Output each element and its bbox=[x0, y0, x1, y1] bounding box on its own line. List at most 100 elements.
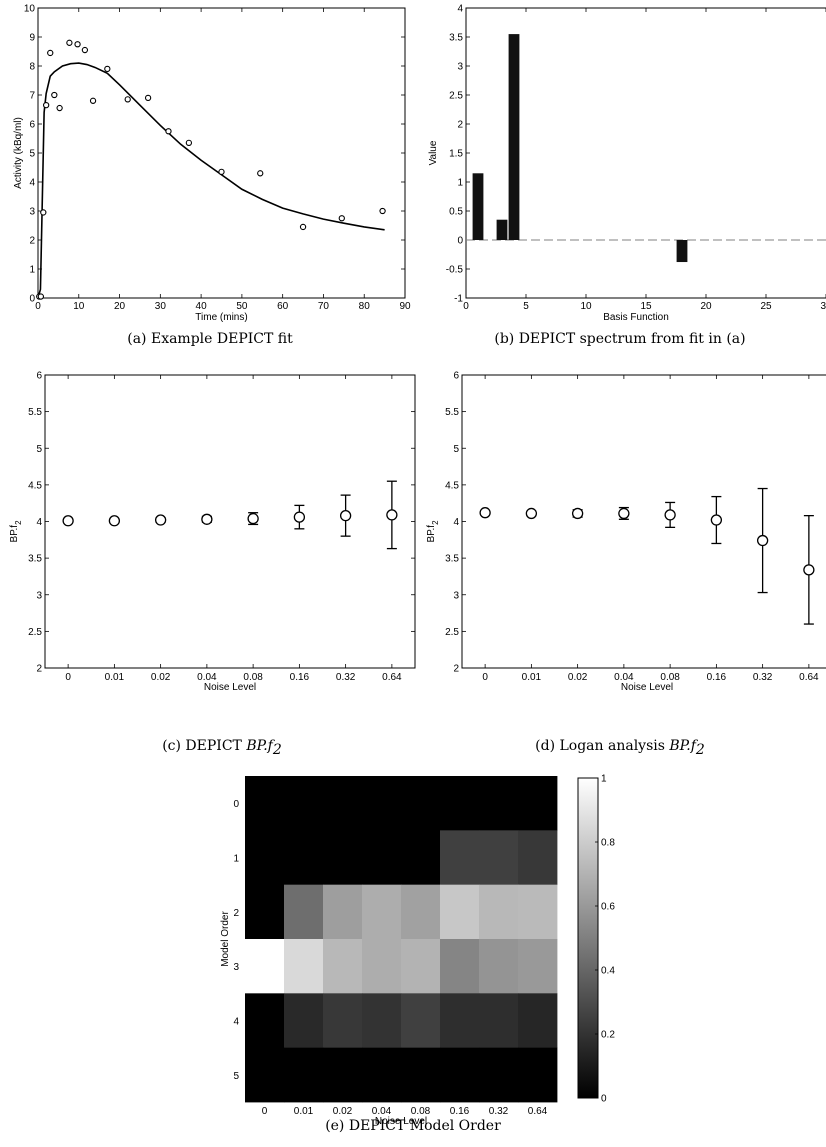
x-tick-label: 5 bbox=[523, 301, 529, 312]
heatmap-cell bbox=[401, 993, 441, 1049]
y-tick-label: 5 bbox=[233, 1071, 239, 1082]
heatmap-cell bbox=[518, 993, 558, 1049]
heatmap-cell bbox=[362, 993, 402, 1049]
colorbar bbox=[577, 777, 599, 1099]
heatmap-cell bbox=[479, 830, 519, 886]
heatmap-cell bbox=[518, 776, 558, 831]
x-tick-label: 50 bbox=[236, 301, 248, 312]
y-tick-label: 2 bbox=[453, 664, 459, 675]
x-axis-label: Noise Level bbox=[204, 682, 256, 693]
mean-point bbox=[571, 507, 584, 520]
x-tick-label: 30 bbox=[155, 301, 167, 312]
x-tick-label: 25 bbox=[760, 301, 772, 312]
y-tick-label: 1.5 bbox=[449, 149, 463, 160]
heatmap-cell bbox=[323, 884, 363, 940]
x-axis-label: Noise Level bbox=[621, 682, 673, 693]
x-tick-label: 0.16 bbox=[450, 1106, 470, 1117]
x-tick-label: 90 bbox=[399, 301, 411, 312]
panel-e-model-order-heatmap: 0 0.01 0.02 0.04 0.08 0.16 0.32 0.64 0 1 2 3 4 5 Noise… bbox=[220, 774, 615, 1128]
y-tick-label: 3 bbox=[233, 962, 239, 973]
x-tick-label: 0.64 bbox=[799, 672, 819, 683]
x-tick-label: 0 bbox=[463, 301, 469, 312]
x-tick-label: 0.01 bbox=[105, 672, 125, 683]
x-tick-label: 0.32 bbox=[489, 1106, 509, 1117]
mean-point bbox=[756, 534, 769, 547]
y-axis-label-text: Value bbox=[428, 140, 439, 165]
fit-curve bbox=[37, 62, 385, 299]
heatmap-cell bbox=[323, 939, 363, 994]
y-tick-label: 6 bbox=[36, 371, 42, 382]
plot-frame bbox=[465, 7, 826, 299]
heatmap-cell bbox=[362, 830, 402, 886]
heatmap-cell bbox=[518, 939, 558, 994]
y-axis-label-subscript: 2 bbox=[14, 520, 23, 525]
colorbar-tick-label: 1 bbox=[601, 774, 607, 785]
panel-c-depict-bp-chart: 0 0.01 0.02 0.04 0.08 0.16 0.32 0.64 2 2.5 3 3.5 4 4.… bbox=[9, 371, 416, 693]
y-tick-label: 9 bbox=[29, 33, 35, 44]
data-point bbox=[89, 97, 97, 104]
heatmap-cell bbox=[284, 776, 324, 831]
heatmap-cell bbox=[284, 884, 324, 940]
heatmap-cell bbox=[245, 884, 285, 940]
x-tick-label: 0.04 bbox=[197, 672, 217, 683]
x-tick-label: 0 bbox=[482, 672, 488, 683]
bar bbox=[676, 240, 688, 263]
mean-point bbox=[293, 511, 306, 523]
y-axis-label: Model Order bbox=[220, 911, 231, 967]
heatmap-cell bbox=[284, 830, 324, 886]
y-axis-label-text: Activity (kBq/ml) bbox=[13, 117, 24, 189]
heatmap-cell bbox=[362, 884, 402, 940]
heatmap-cell bbox=[245, 993, 285, 1049]
mean-point bbox=[339, 509, 352, 522]
data-point bbox=[185, 139, 193, 146]
y-tick-label: 0 bbox=[457, 236, 463, 247]
x-tick-label: 0.08 bbox=[411, 1106, 431, 1117]
x-tick-label: 20 bbox=[700, 301, 712, 312]
data-point bbox=[47, 49, 54, 57]
y-tick-label: 4 bbox=[29, 178, 35, 189]
x-tick-label: 0.32 bbox=[753, 672, 773, 683]
mean-point bbox=[154, 514, 167, 526]
mean-point bbox=[664, 509, 676, 521]
data-point bbox=[299, 223, 307, 231]
y-tick-label: 3.5 bbox=[28, 554, 42, 565]
data-point bbox=[144, 94, 152, 102]
data-point bbox=[104, 65, 111, 73]
x-tick-label: 0.32 bbox=[336, 672, 356, 683]
heatmap-cell bbox=[323, 776, 363, 831]
y-tick-label: 2 bbox=[233, 908, 239, 919]
x-tick-label: 70 bbox=[318, 301, 330, 312]
y-tick-label: 1 bbox=[457, 178, 463, 189]
y-tick-label: -1 bbox=[454, 294, 463, 305]
caption-d: (d) Logan analysis BP.f2 bbox=[535, 738, 705, 758]
x-tick-label: 0.64 bbox=[382, 672, 402, 683]
y-axis-label-text: Model Order bbox=[220, 911, 231, 967]
y-tick-label: 3 bbox=[29, 207, 35, 218]
y-tick-label: 10 bbox=[24, 4, 36, 15]
heatmap-cell bbox=[401, 1047, 441, 1103]
mean-point bbox=[618, 507, 630, 520]
heatmap-cell bbox=[479, 993, 519, 1049]
y-tick-label: 4 bbox=[453, 517, 459, 528]
y-tick-label: 5 bbox=[453, 444, 459, 455]
bar bbox=[472, 173, 484, 240]
y-tick-label: 5.5 bbox=[445, 407, 459, 418]
y-tick-label: 3 bbox=[457, 62, 463, 73]
y-tick-label: 4 bbox=[36, 517, 42, 528]
y-tick-label: 2.5 bbox=[445, 627, 459, 638]
x-tick-label: 0.01 bbox=[294, 1106, 314, 1117]
data-point bbox=[257, 170, 264, 177]
x-axis-label: Noise Level bbox=[375, 1116, 427, 1127]
heatmap-cell bbox=[479, 1047, 519, 1103]
heatmap-cell bbox=[440, 884, 480, 940]
y-tick-label: 3.5 bbox=[449, 33, 463, 44]
data-point bbox=[66, 39, 73, 46]
heatmap-cell bbox=[362, 939, 402, 994]
heatmap-cell bbox=[401, 884, 441, 940]
x-tick-label: 10 bbox=[73, 301, 85, 312]
x-tick-label: 10 bbox=[580, 301, 592, 312]
heatmap-cell bbox=[401, 830, 441, 886]
heatmap-cell bbox=[323, 830, 363, 886]
caption-b: (b) DEPICT spectrum from fit in (a) bbox=[494, 331, 745, 347]
colorbar-tick-label: 0.8 bbox=[601, 838, 615, 849]
